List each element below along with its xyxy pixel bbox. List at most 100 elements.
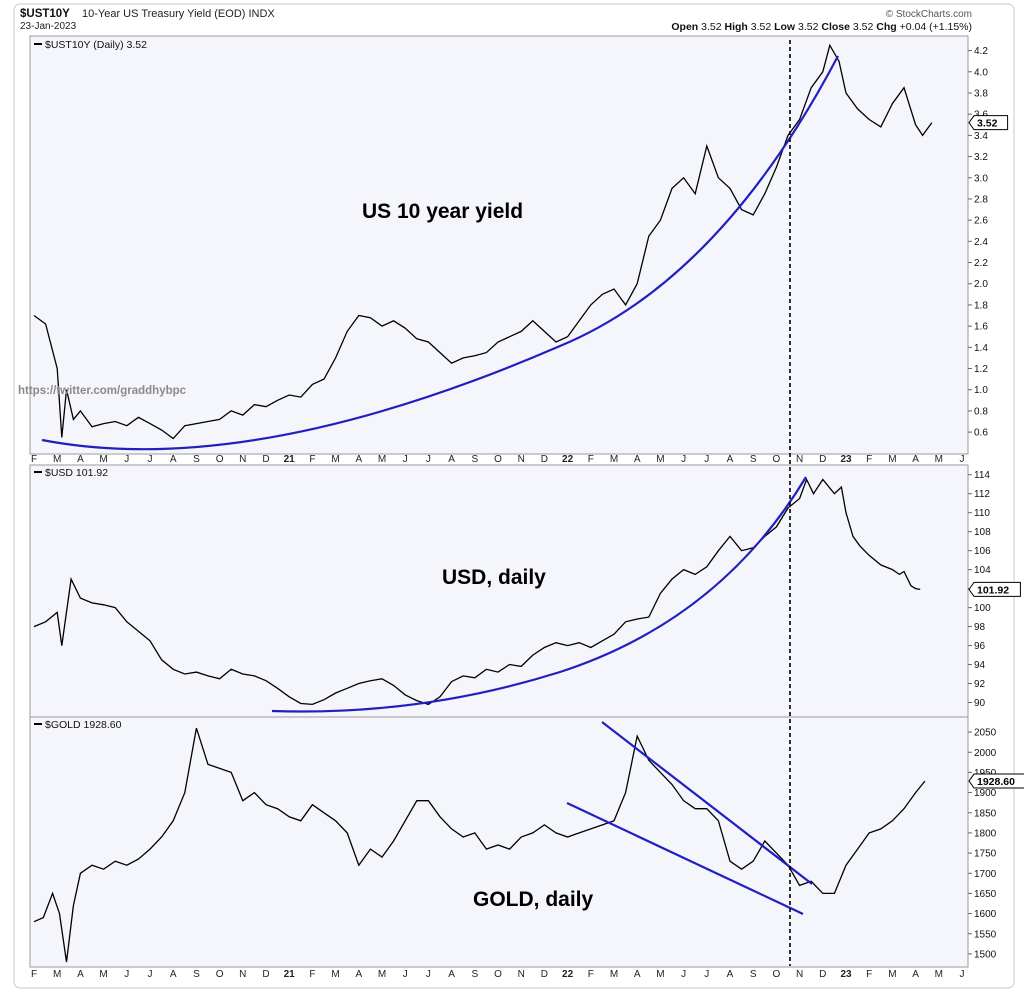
x-tick-label: F [31, 969, 37, 980]
yield-last-value-box [968, 115, 1009, 131]
gold-y-tick-label: 1750 [974, 849, 997, 860]
gold-y-tick-label: 1850 [974, 808, 997, 819]
x-tick-label: J [704, 969, 709, 980]
yield-y-tick-label: 2.0 [974, 279, 988, 290]
yield-legend: $UST10Y (Daily) 3.52 [45, 39, 147, 51]
x-tick-label: O [773, 969, 781, 980]
yield-y-tick-label: 1.4 [974, 343, 988, 354]
yield-y-tick-label: 3.8 [974, 88, 988, 99]
x-tick-label: N [518, 454, 525, 465]
header-date: 23-Jan-2023 [20, 21, 77, 32]
x-tick-label: J [960, 969, 965, 980]
x-tick-label: A [448, 454, 455, 465]
x-tick-label: A [77, 454, 84, 465]
header-description: 10-Year US Treasury Yield (EOD) INDX [82, 8, 275, 20]
yield-y-tick-label: 2.2 [974, 258, 988, 269]
x-tick-label: J [124, 454, 129, 465]
x-tick-label: D [541, 969, 548, 980]
x-tick-label: J [681, 969, 686, 980]
x-tick-label: S [750, 969, 757, 980]
gold-y-axis: 1500 1550 1600 1650 1700 1750 1800 1850 1900 1950… [968, 728, 997, 960]
yield-y-tick-label: 2.8 [974, 194, 988, 205]
x-tick-label: 23 [840, 969, 852, 980]
x-tick-label: M [378, 969, 386, 980]
x-tick-label: F [588, 969, 594, 980]
yield-y-tick-label: 2.4 [974, 237, 988, 248]
yield-annotation: US 10 year yield [362, 200, 523, 223]
x-tick-label: A [912, 969, 919, 980]
x-tick-label: M [99, 454, 107, 465]
usd-y-tick-label: 92 [974, 679, 986, 690]
usd-panel-background [29, 464, 969, 718]
yield-y-tick-label: 1.2 [974, 364, 988, 375]
x-tick-label: M [935, 969, 943, 980]
x-tick-label: A [355, 969, 362, 980]
usd-y-tick-label: 104 [974, 565, 991, 576]
gold-legend: $GOLD 1928.60 [45, 719, 122, 731]
x-tick-label: J [960, 454, 965, 465]
usd-last-value-label: 101.92 [977, 584, 1009, 596]
x-tick-label: M [935, 454, 943, 465]
x-tick-label: J [704, 454, 709, 465]
usd-trend-curve [271, 476, 807, 713]
yield-y-tick-label: 1.6 [974, 322, 988, 333]
x-tick-label: O [216, 454, 224, 465]
x-tick-label: O [494, 969, 502, 980]
x-tick-label: A [170, 454, 177, 465]
x-tick-label: M [656, 454, 664, 465]
x-tick-label: S [193, 969, 200, 980]
x-tick-label: 22 [562, 969, 574, 980]
usd-legend: $USD 101.92 [45, 467, 108, 479]
gold-y-tick-label: 2050 [974, 728, 997, 739]
x-tick-label: J [403, 454, 408, 465]
gold-last-value-tag: 1928.60 [968, 773, 1024, 789]
yield-y-tick-label: 0.8 [974, 406, 988, 417]
x-tick-label: D [541, 454, 548, 465]
x-tick-label: O [773, 454, 781, 465]
usd-y-tick-label: 110 [974, 508, 990, 519]
x-tick-label: M [331, 969, 339, 980]
gold-y-tick-label: 1550 [974, 929, 997, 940]
gold-price-line [33, 727, 926, 963]
x-axis-top: F M A M J J A S O N D 21 F M A M J J A S O N D 22 F M A M J J A S O N D 23 F… [31, 454, 965, 465]
usd-y-tick-label: 98 [974, 622, 986, 633]
x-tick-label: A [77, 969, 84, 980]
x-tick-label: N [239, 454, 246, 465]
usd-last-value-box [968, 581, 1021, 597]
x-tick-label: F [866, 454, 872, 465]
x-tick-label: N [796, 454, 803, 465]
gold-y-tick-label: 1700 [974, 869, 997, 880]
yield-y-tick-label: 1.0 [974, 385, 988, 396]
usd-y-tick-label: 100 [974, 603, 991, 614]
x-tick-label: A [355, 454, 362, 465]
gold-panel-background [29, 716, 969, 968]
usd-panel: 9092949698100102104106108110112114 $USD … [29, 464, 1021, 718]
gold-panel: 1500 1550 1600 1650 1700 1750 1800 1850 1900 1950… [29, 716, 1024, 968]
x-tick-label: N [239, 969, 246, 980]
gold-upper-trendline [601, 721, 813, 885]
gold-last-value-label: 1928.60 [977, 776, 1015, 788]
x-tick-label: A [634, 454, 641, 465]
x-tick-label: O [216, 969, 224, 980]
x-tick-label: F [31, 454, 37, 465]
x-tick-label: J [148, 454, 153, 465]
x-tick-label: M [888, 969, 896, 980]
x-tick-label: J [124, 969, 129, 980]
usd-last-value-tag: 101.92 [968, 581, 1021, 597]
x-tick-label: F [866, 969, 872, 980]
usd-y-tick-label: 96 [974, 641, 986, 652]
yield-panel-background [29, 35, 969, 455]
yield-y-tick-label: 4.0 [974, 67, 988, 78]
x-tick-label: M [656, 969, 664, 980]
source-credit: © StockCharts.com [886, 9, 972, 20]
quote-line: Open 3.52 High 3.52 Low 3.52 Close 3.52 … [671, 21, 972, 33]
x-tick-label: 23 [840, 454, 852, 465]
gold-y-tick-label: 2000 [974, 748, 997, 759]
header-symbol: $UST10Y [20, 8, 70, 20]
yield-trend-curve [41, 55, 839, 451]
yield-last-value-tag: 3.52 [968, 115, 1009, 131]
x-tick-label: A [727, 454, 734, 465]
x-tick-label: A [170, 969, 177, 980]
x-tick-label: S [750, 454, 757, 465]
